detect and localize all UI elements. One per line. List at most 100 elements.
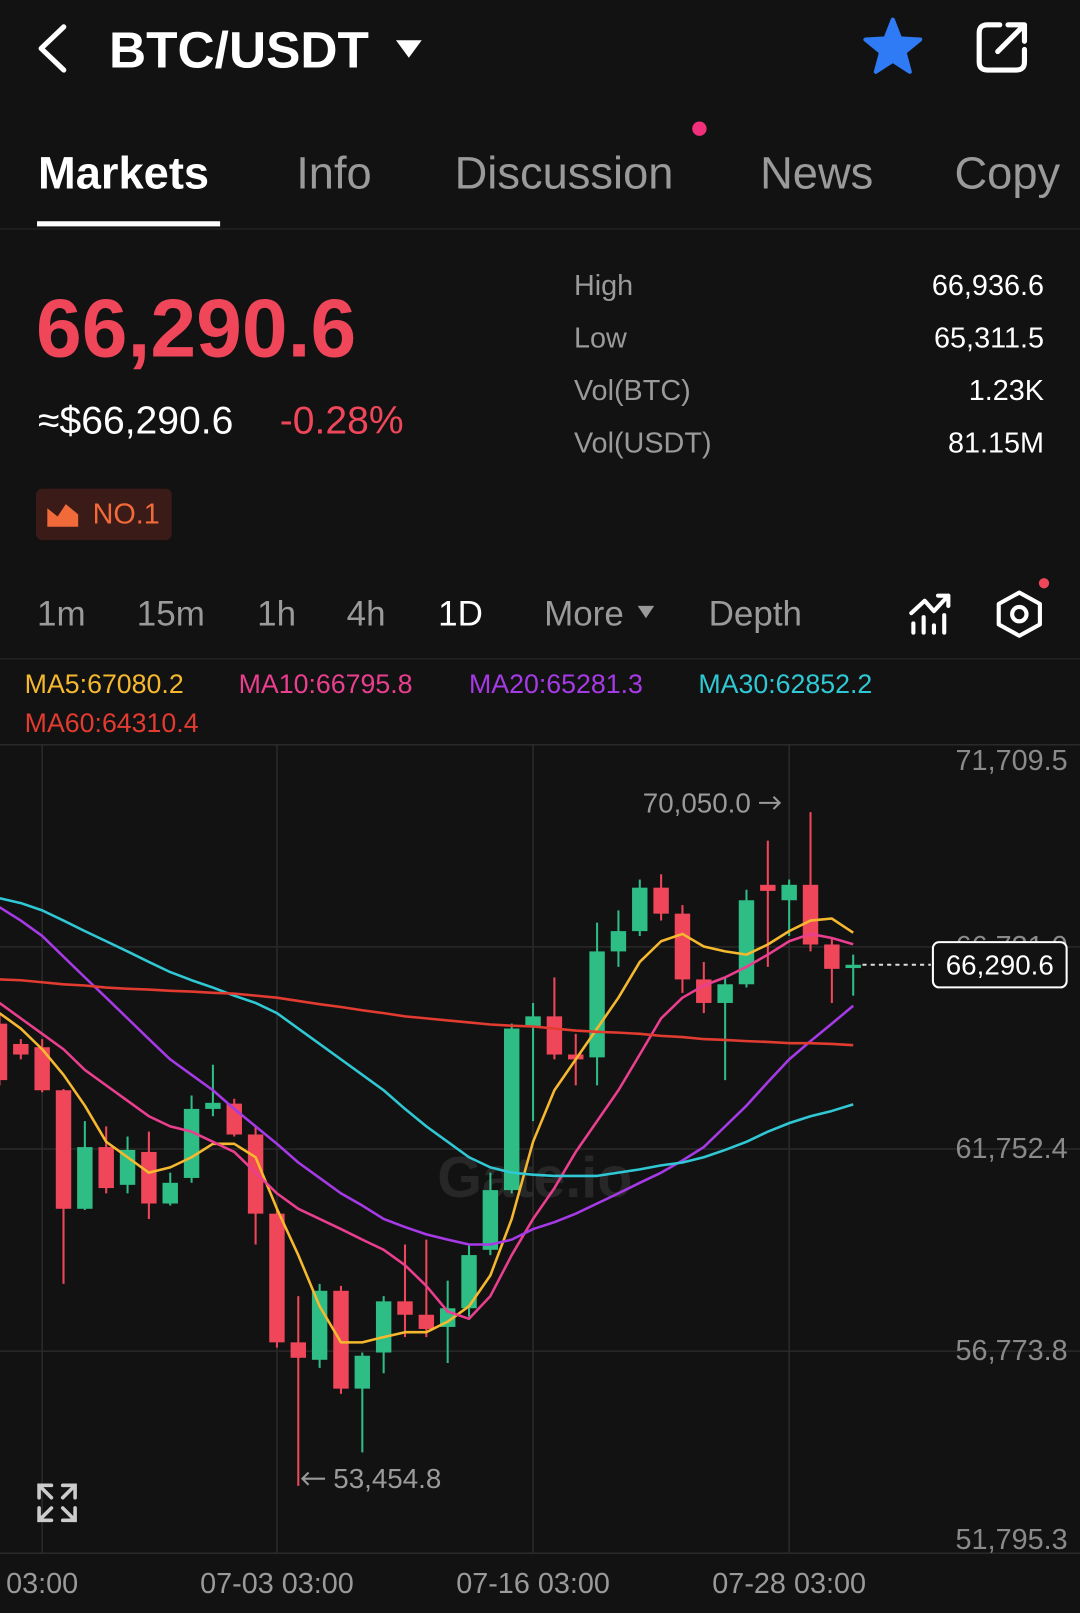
candle-body xyxy=(717,984,733,1003)
candle-body xyxy=(589,951,605,1058)
interval[interactable]: 15m xyxy=(137,595,205,634)
interval[interactable]: 1h xyxy=(257,595,296,634)
ma-line xyxy=(0,978,854,1047)
candle-body xyxy=(311,1290,328,1360)
candle-body xyxy=(162,1182,178,1204)
interval[interactable]: 1m xyxy=(37,595,86,634)
candle-body xyxy=(269,1213,285,1343)
high-arrow xyxy=(759,796,782,810)
notification-dot xyxy=(1038,578,1050,589)
interval[interactable]: More xyxy=(544,595,624,634)
stat-value: 66,936.6 xyxy=(932,270,1044,302)
stat-label: Vol(USDT) xyxy=(574,427,712,459)
stat-value: 65,311.5 xyxy=(934,323,1044,355)
candle-body xyxy=(568,1054,584,1060)
tab-underline xyxy=(37,221,221,227)
candle-body xyxy=(504,1028,520,1191)
x-tick-label: 03:00 xyxy=(6,1568,78,1600)
candle-body xyxy=(397,1301,413,1315)
ma-line xyxy=(0,917,854,1344)
candle-body xyxy=(632,887,648,932)
candle-body xyxy=(77,1147,93,1209)
candle-body xyxy=(205,1102,221,1109)
ma-line xyxy=(0,897,854,1178)
more-dropdown[interactable] xyxy=(637,605,655,619)
low-label: 53,454.8 xyxy=(333,1463,441,1494)
divider xyxy=(0,228,1080,230)
legend-entry: MA5:67080.2 xyxy=(25,669,184,699)
pair-dropdown[interactable] xyxy=(396,40,422,58)
tab[interactable]: Info xyxy=(296,147,371,198)
price-change: -0.28% xyxy=(280,399,404,442)
legend-entry: MA10:66795.8 xyxy=(239,669,413,699)
interval[interactable]: Depth xyxy=(709,595,802,634)
stat-value: 81.15M xyxy=(948,427,1044,459)
indicator-button[interactable] xyxy=(909,593,951,635)
candle-body xyxy=(98,1147,114,1189)
candle-body xyxy=(738,900,755,985)
stat-label: High xyxy=(574,270,633,302)
tab[interactable]: Copy xyxy=(955,147,1061,198)
share-button[interactable] xyxy=(976,22,1028,73)
y-tick-label: 51,795.3 xyxy=(956,1524,1068,1556)
favorite-star[interactable] xyxy=(863,17,923,74)
candle-body xyxy=(760,884,776,891)
low-arrow xyxy=(300,1471,326,1486)
ma-line xyxy=(0,932,854,1321)
candle-body xyxy=(802,884,819,945)
candle-body xyxy=(461,1255,477,1309)
annotations: 70,050.0 53,454.8 66,290.6 xyxy=(300,787,1068,1494)
candle-body xyxy=(781,884,797,901)
y-tick-label: 61,752.4 xyxy=(956,1133,1068,1165)
candle-body xyxy=(0,1023,8,1081)
x-tick-label: 07-28 03:00 xyxy=(712,1568,866,1600)
stat-label: Low xyxy=(574,323,627,355)
back-button[interactable] xyxy=(38,24,67,73)
legend: MA5:67080.2 MA10:66795.8 MA20:65281.3 MA30:… xyxy=(25,669,873,738)
candle-body xyxy=(183,1108,200,1178)
candle-body xyxy=(418,1314,435,1329)
candle-body xyxy=(141,1151,157,1204)
candle-body xyxy=(824,944,840,969)
candle-body xyxy=(34,1047,50,1091)
candle-body xyxy=(13,1043,29,1055)
fiat-price: ≈$66,290.6 xyxy=(38,399,233,442)
interval[interactable]: 4h xyxy=(347,595,386,634)
legend-entry: MA20:65281.3 xyxy=(469,669,643,699)
candle-body xyxy=(375,1301,392,1353)
grid xyxy=(0,744,1080,1555)
tab[interactable]: News xyxy=(760,147,873,198)
notification-dot xyxy=(692,121,707,136)
candle-body xyxy=(333,1290,349,1389)
candle-body xyxy=(674,913,691,980)
last-price: 66,290.6 xyxy=(36,284,356,375)
x-tick-label: 07-16 03:00 xyxy=(456,1568,610,1600)
candle-body xyxy=(290,1342,306,1358)
candle-body xyxy=(525,1016,541,1027)
ma-line xyxy=(0,906,855,1246)
tab[interactable]: Discussion xyxy=(455,147,674,198)
x-tick-label: 07-03 03:00 xyxy=(200,1568,354,1600)
fullscreen-button[interactable] xyxy=(37,1483,77,1523)
plot xyxy=(0,812,861,1486)
rank-badge[interactable] xyxy=(36,488,172,541)
candle-body xyxy=(354,1355,371,1389)
y-tick-label: 71,709.5 xyxy=(956,745,1068,777)
candle-body xyxy=(546,1016,563,1055)
stat-label: Vol(BTC) xyxy=(574,375,691,407)
high-label: 70,050.0 xyxy=(643,787,751,818)
rank-icon xyxy=(47,504,79,527)
interval[interactable]: 1D xyxy=(438,595,483,634)
last-price-label: 66,290.6 xyxy=(946,949,1054,980)
candle-body xyxy=(653,887,669,914)
settings-button[interactable] xyxy=(996,590,1042,638)
tab[interactable]: Markets xyxy=(38,147,209,198)
legend-entry: MA30:62852.2 xyxy=(698,669,872,699)
candle-body xyxy=(845,964,861,969)
last-price-box xyxy=(931,941,1068,989)
pair-title[interactable]: BTC/USDT xyxy=(109,20,369,78)
candle-body xyxy=(119,1149,136,1185)
